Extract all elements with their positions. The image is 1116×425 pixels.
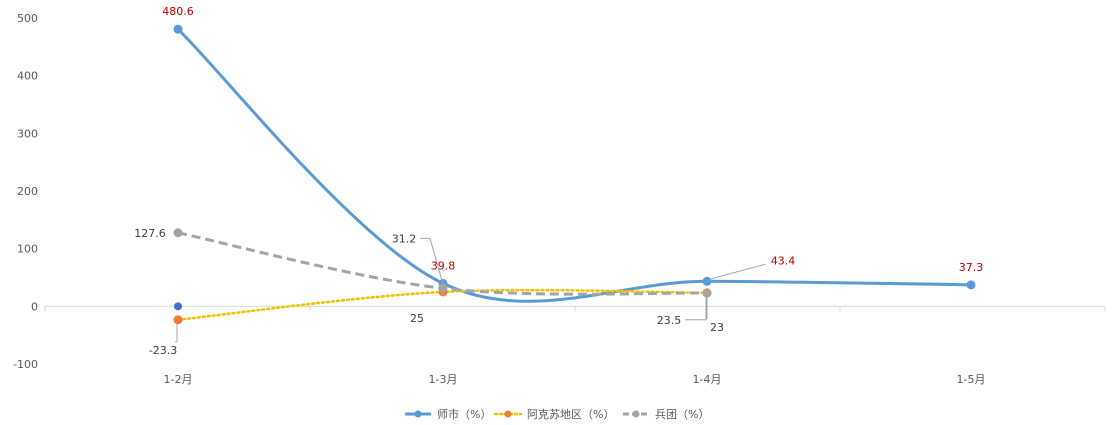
y-tick-label: 0 <box>31 300 38 313</box>
legend-item-1: 阿克苏地区（%） <box>493 408 614 421</box>
x-tick-label: 1-3月 <box>429 373 458 386</box>
data-label: -23.3 <box>149 344 177 357</box>
extra-marker <box>174 302 182 311</box>
x-tick-label: 1-2月 <box>164 373 193 386</box>
y-tick-label: 100 <box>17 243 38 256</box>
series-marker-0 <box>966 280 976 290</box>
leader-lines <box>175 237 766 343</box>
legend-label: 师市（%） <box>437 407 491 421</box>
legend-marker <box>632 410 640 418</box>
leader-line <box>708 263 766 280</box>
data-label: 23.5 <box>657 314 682 327</box>
data-label: 39.8 <box>431 259 456 272</box>
leader-line <box>420 237 444 285</box>
legend-marker <box>414 410 422 418</box>
x-tick-label: 1-4月 <box>693 373 722 386</box>
data-label: 37.3 <box>959 261 984 274</box>
y-tick-label: 400 <box>17 70 38 83</box>
legend-marker <box>504 410 512 418</box>
markers <box>173 24 976 325</box>
series-line-0 <box>176 28 972 303</box>
series-marker-0 <box>173 24 183 34</box>
legend-item-0: 师市（%） <box>405 407 491 421</box>
data-label: 43.4 <box>771 254 796 267</box>
data-label: 23 <box>710 321 724 334</box>
series-lines <box>176 28 972 322</box>
series-marker-2 <box>173 228 183 238</box>
data-label: 480.6 <box>162 5 194 18</box>
data-label: 31.2 <box>392 232 417 245</box>
y-tick-label: -100 <box>13 358 38 371</box>
leader-line <box>175 323 178 343</box>
legend-label: 兵团（%） <box>655 408 709 421</box>
series-marker-0 <box>702 276 712 286</box>
data-label: 25 <box>410 312 424 325</box>
y-tick-label: 200 <box>17 185 38 198</box>
axes: -100 0 100 200 300 400 500 1-2月 1-3月 1-4月 1-5月 <box>13 12 1106 386</box>
series-marker-1 <box>173 315 183 325</box>
y-tick-label: 300 <box>17 127 38 140</box>
leader-line <box>685 296 707 321</box>
series-marker-2 <box>702 288 712 298</box>
data-label: 127.6 <box>134 227 166 240</box>
y-tick-label: 500 <box>17 12 38 25</box>
legend-item-2: 兵团（%） <box>623 408 709 421</box>
x-tick-label: 1-5月 <box>957 373 986 386</box>
series-marker-2 <box>438 283 448 293</box>
legend-label: 阿克苏地区（%） <box>527 408 614 421</box>
data-labels: 480.6 39.8 43.4 37.3 -23.3 25 23.5 127.6 31.2 23 <box>134 5 983 357</box>
legend: 师市（%） 阿克苏地区（%） 兵团（%） <box>405 407 709 421</box>
